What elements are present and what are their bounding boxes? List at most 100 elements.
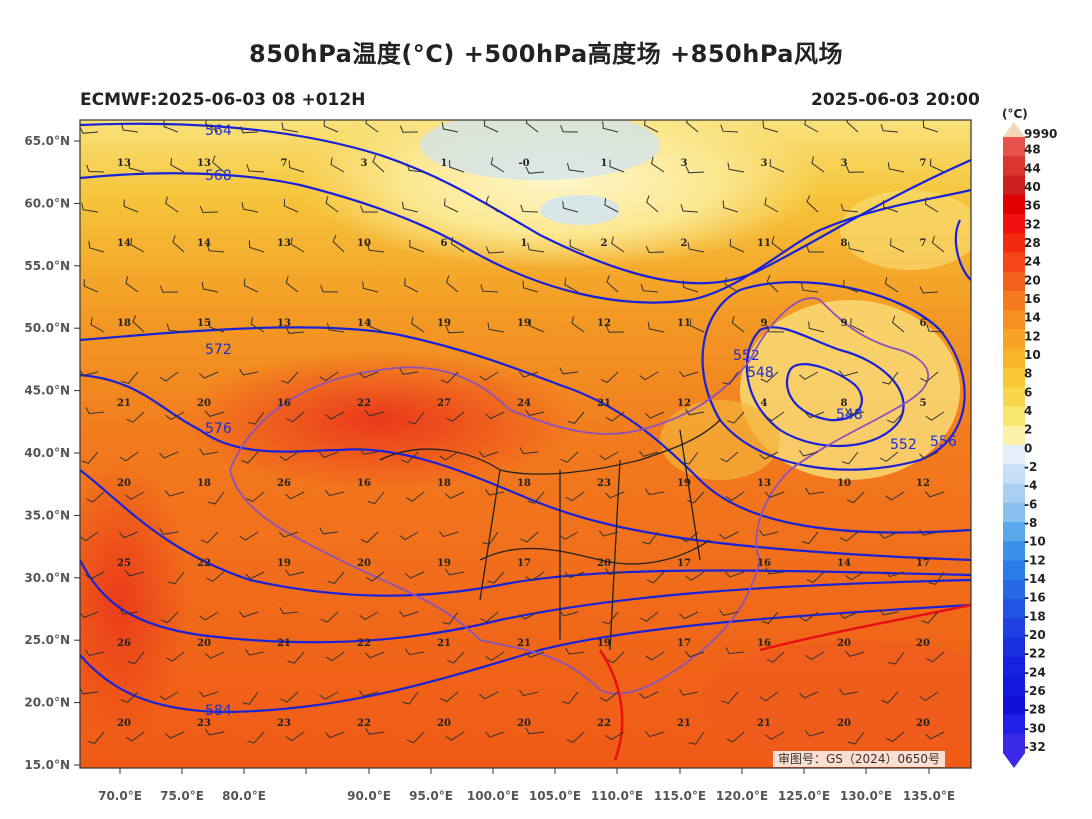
wind-barb — [605, 411, 625, 422]
wind-barb — [360, 205, 378, 213]
wind-barb — [731, 315, 745, 333]
temperature-value: 12 — [597, 318, 611, 329]
wind-barb — [172, 235, 185, 253]
wind-barb — [519, 447, 539, 455]
wind-barb — [679, 689, 699, 696]
wind-barb — [446, 411, 465, 423]
wind-barb — [879, 608, 899, 616]
wind-barb — [281, 122, 299, 133]
wind-barb — [769, 159, 785, 173]
wind-barb — [527, 491, 545, 504]
colorbar-label: 2 — [1024, 423, 1032, 437]
temperature-value: 17 — [517, 558, 531, 569]
valid-time-label: 2025-06-03 20:00 — [811, 90, 980, 110]
wind-barb — [771, 236, 785, 253]
wind-barb — [562, 201, 579, 213]
colorbar-unit: (°C) — [1002, 107, 1028, 121]
wind-barb — [405, 648, 425, 656]
wind-barb — [198, 690, 219, 698]
wind-barb — [801, 531, 819, 545]
colorbar-label: -14 — [1024, 572, 1046, 586]
wind-barb — [687, 242, 705, 253]
colorbar-cell — [1003, 579, 1025, 600]
temperature-value: 20 — [197, 638, 211, 649]
colorbar-label: 44 — [1024, 161, 1041, 175]
wind-barb — [159, 285, 179, 293]
wind-barb — [206, 571, 225, 583]
wind-barb — [88, 240, 105, 253]
wind-barb — [848, 731, 865, 745]
wind-barb — [886, 731, 905, 743]
wind-barb — [846, 120, 859, 133]
colorbar-bottom-arrow — [1003, 753, 1025, 768]
wind-barb — [688, 731, 705, 745]
temperature-value: 22 — [357, 638, 371, 649]
wind-barb — [529, 319, 545, 333]
temperature-value: 1 — [521, 238, 528, 249]
wind-barb — [566, 731, 585, 743]
wind-barb — [323, 120, 339, 133]
wind-barb — [405, 491, 425, 502]
wind-barb — [606, 275, 619, 293]
colorbar-cell — [1003, 406, 1025, 427]
temperature-value: 16 — [357, 478, 371, 489]
wind-barb — [206, 243, 225, 253]
wind-barb — [638, 691, 659, 699]
wind-barb — [332, 234, 345, 253]
wind-barb — [725, 491, 745, 502]
wind-barb — [759, 691, 779, 702]
wind-barb — [798, 449, 819, 457]
temperature-value: 25 — [117, 558, 131, 569]
temperature-value: 1 — [601, 158, 608, 169]
colorbar-cell — [1003, 214, 1025, 234]
wind-barb — [764, 491, 785, 498]
wind-barb — [246, 164, 265, 173]
wind-barb — [280, 691, 299, 703]
temperature-value: 11 — [677, 318, 691, 329]
temperature-value: 24 — [517, 398, 531, 409]
wind-barb — [480, 611, 499, 623]
wind-barb — [402, 691, 419, 705]
wind-barb — [605, 568, 625, 575]
wind-barb — [286, 411, 305, 423]
temperature-value: 6 — [441, 238, 448, 249]
lat-tick-label: 50.0°N — [24, 321, 70, 335]
temperature-value: 16 — [757, 558, 771, 569]
wind-barb — [640, 611, 659, 623]
wind-barb — [440, 371, 459, 384]
wind-barb — [324, 731, 345, 739]
wind-barb — [165, 411, 185, 421]
colorbar-cell — [1003, 464, 1025, 484]
temperature-value: 3 — [841, 158, 848, 169]
colorbar-label: 6 — [1024, 385, 1032, 399]
height-contours — [80, 122, 971, 714]
wind-barb — [445, 275, 459, 293]
wind-barb — [285, 275, 299, 293]
wind-barb — [167, 571, 185, 585]
colorbar-cell — [1003, 522, 1025, 542]
wind-barb — [880, 123, 899, 133]
colorbar-cell — [1003, 656, 1025, 677]
wind-barb — [921, 611, 939, 624]
wind-barb — [170, 157, 185, 173]
temperature-value: -0 — [518, 158, 529, 169]
wind-barb — [239, 368, 259, 376]
colorbar-label: 40 — [1024, 180, 1041, 194]
wind-barb — [799, 371, 819, 380]
wind-barb — [760, 371, 779, 383]
longitude-axis: 70.0°E 75.0°E 80.0°E 90.0°E 95.0°E 100.0°E 105… — [98, 768, 955, 803]
lat-tick-label: 15.0°N — [24, 758, 70, 772]
wind-barb — [479, 691, 499, 700]
colorbar-cell — [1003, 271, 1025, 292]
wind-barb — [806, 571, 825, 583]
wind-barb — [87, 731, 105, 745]
wind-barb — [248, 411, 265, 425]
map-approval-number: 审图号：GS（2024）0650号 — [773, 751, 945, 767]
wind-barb — [525, 571, 545, 582]
temperature-value: 8 — [841, 398, 848, 409]
wind-barb — [727, 162, 745, 173]
colorbar-cell — [1003, 291, 1025, 311]
lat-tick-label: 20.0°N — [24, 696, 70, 710]
wind-barb — [166, 323, 185, 333]
wind-barb — [279, 451, 299, 462]
